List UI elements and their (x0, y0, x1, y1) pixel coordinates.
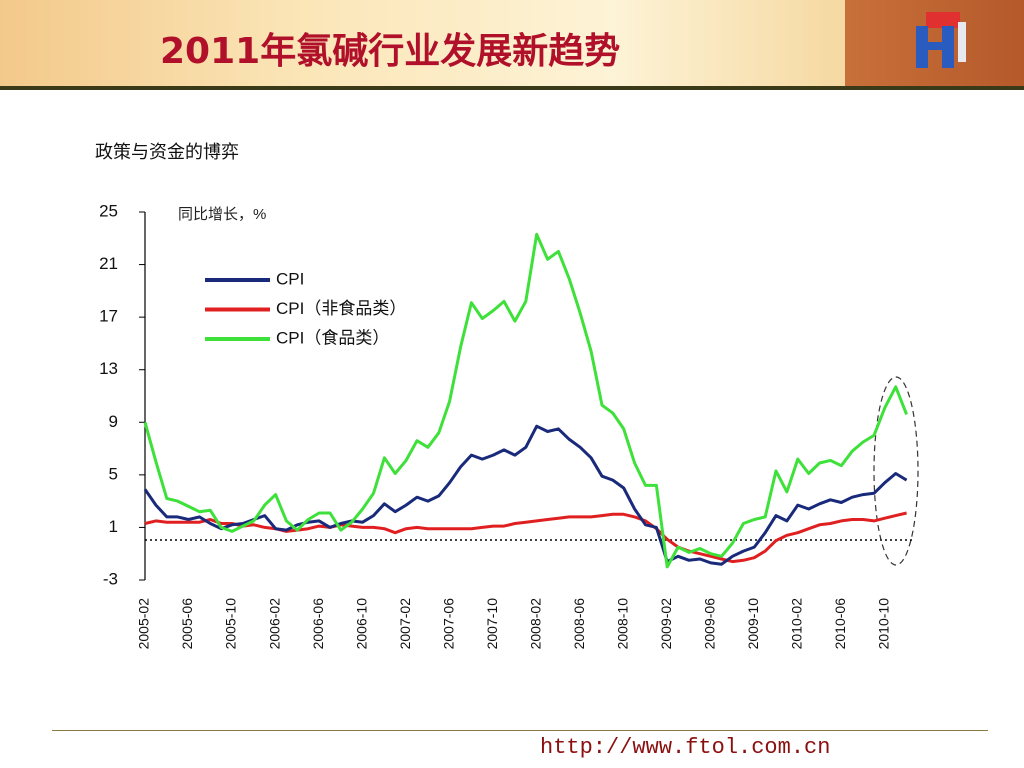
chart: 同比增长，% -3 1 5 9 13 17 21 25 2005-02 2005-06 2005-1… (99, 201, 919, 650)
x-tick-label: 2009-06 (701, 598, 717, 650)
footer-rule (52, 730, 988, 731)
x-tick-label: 2007-10 (484, 598, 500, 650)
x-tick-label: 2006-02 (266, 598, 282, 650)
series-line (143, 424, 908, 566)
header-rule (0, 86, 1024, 90)
legend-label: CPI (276, 269, 304, 288)
y-tick-label: 1 (109, 517, 118, 536)
y-tick-label: 21 (99, 254, 118, 273)
slide-title: 2011年氯碱行业发展新趋势 (160, 31, 621, 72)
y-axis-label: 同比增长，% (178, 206, 266, 223)
y-tick-label: -3 (103, 569, 118, 588)
y-tick-label: 25 (99, 201, 118, 220)
highlight-ellipse (873, 376, 919, 566)
x-tick-label: 2006-06 (310, 598, 326, 650)
x-tick-label: 2010-06 (832, 598, 848, 650)
y-tick-label: 17 (99, 307, 118, 326)
x-tick-label: 2005-02 (136, 598, 152, 650)
legend-label: CPI（非食品类） (276, 299, 406, 318)
series-line (143, 232, 908, 569)
series-line (144, 511, 907, 564)
logo (916, 12, 966, 68)
x-tick-label: 2008-06 (571, 598, 587, 650)
y-tick-label: 5 (109, 464, 118, 483)
x-tick-label: 2008-02 (527, 598, 543, 650)
legend-label: CPI（食品类） (276, 328, 389, 347)
y-tick-label: 13 (99, 359, 118, 378)
x-tick-label: 2007-06 (440, 598, 456, 650)
x-tick-label: 2006-10 (353, 598, 369, 650)
subtitle: 政策与资金的博弈 (95, 142, 239, 163)
x-tick-label: 2007-02 (397, 598, 413, 650)
x-tick-label: 2005-10 (223, 598, 239, 650)
x-tick-label: 2010-10 (876, 598, 892, 650)
x-tick-label: 2008-10 (614, 598, 630, 650)
y-tick-label: 9 (109, 412, 118, 431)
x-tick-label: 2005-06 (179, 598, 195, 650)
x-tick-label: 2009-10 (745, 598, 761, 650)
x-tick-label: 2010-02 (789, 598, 805, 650)
x-tick-label: 2009-02 (658, 598, 674, 650)
footer-url: http://www.ftol.com.cn (540, 735, 831, 760)
